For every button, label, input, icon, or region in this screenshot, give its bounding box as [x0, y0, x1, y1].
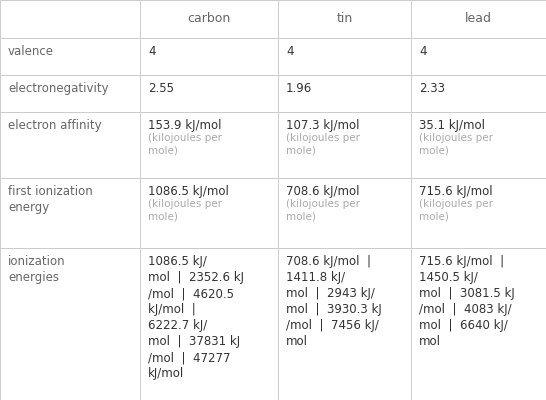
- Bar: [411, 248, 546, 400]
- Text: (kilojoules per
mole): (kilojoules per mole): [148, 133, 222, 155]
- Text: electron affinity: electron affinity: [8, 119, 102, 132]
- Text: 708.6 kJ/mol: 708.6 kJ/mol: [286, 185, 359, 198]
- Bar: [0, 0, 140, 38]
- Text: tin: tin: [336, 12, 353, 26]
- Text: (kilojoules per
mole): (kilojoules per mole): [286, 199, 360, 222]
- Bar: [278, 112, 411, 178]
- Bar: [278, 178, 411, 248]
- Text: (kilojoules per
mole): (kilojoules per mole): [148, 199, 222, 222]
- Bar: [411, 0, 546, 38]
- Bar: [411, 112, 546, 178]
- Text: (kilojoules per
mole): (kilojoules per mole): [419, 133, 493, 155]
- Text: 715.6 kJ/mol: 715.6 kJ/mol: [419, 185, 492, 198]
- Bar: [140, 0, 278, 38]
- Text: 1086.5 kJ/
mol  |  2352.6 kJ
/mol  |  4620.5
kJ/mol  |
6222.7 kJ/
mol  |  37831 : 1086.5 kJ/ mol | 2352.6 kJ /mol | 4620.5…: [148, 255, 244, 380]
- Bar: [278, 0, 411, 38]
- Text: 1086.5 kJ/mol: 1086.5 kJ/mol: [148, 185, 229, 198]
- Text: 4: 4: [286, 45, 294, 58]
- Bar: [0, 75, 140, 112]
- Bar: [140, 38, 278, 75]
- Bar: [411, 75, 546, 112]
- Text: electronegativity: electronegativity: [8, 82, 109, 95]
- Text: (kilojoules per
mole): (kilojoules per mole): [286, 133, 360, 155]
- Text: 4: 4: [419, 45, 426, 58]
- Text: lead: lead: [465, 12, 492, 26]
- Text: (kilojoules per
mole): (kilojoules per mole): [419, 199, 493, 222]
- Bar: [0, 112, 140, 178]
- Text: 35.1 kJ/mol: 35.1 kJ/mol: [419, 119, 485, 132]
- Bar: [140, 178, 278, 248]
- Text: ionization
energies: ionization energies: [8, 255, 66, 284]
- Bar: [140, 112, 278, 178]
- Text: 107.3 kJ/mol: 107.3 kJ/mol: [286, 119, 359, 132]
- Text: 2.33: 2.33: [419, 82, 445, 95]
- Bar: [278, 75, 411, 112]
- Bar: [0, 178, 140, 248]
- Text: 708.6 kJ/mol  |
1411.8 kJ/
mol  |  2943 kJ/
mol  |  3930.3 kJ
/mol  |  7456 kJ/
: 708.6 kJ/mol | 1411.8 kJ/ mol | 2943 kJ/…: [286, 255, 382, 348]
- Text: valence: valence: [8, 45, 54, 58]
- Bar: [411, 38, 546, 75]
- Bar: [411, 178, 546, 248]
- Text: 2.55: 2.55: [148, 82, 174, 95]
- Text: 4: 4: [148, 45, 156, 58]
- Text: first ionization
energy: first ionization energy: [8, 185, 93, 214]
- Text: 715.6 kJ/mol  |
1450.5 kJ/
mol  |  3081.5 kJ
/mol  |  4083 kJ/
mol  |  6640 kJ/
: 715.6 kJ/mol | 1450.5 kJ/ mol | 3081.5 k…: [419, 255, 515, 348]
- Bar: [0, 38, 140, 75]
- Bar: [140, 75, 278, 112]
- Text: 1.96: 1.96: [286, 82, 312, 95]
- Text: 153.9 kJ/mol: 153.9 kJ/mol: [148, 119, 222, 132]
- Bar: [140, 248, 278, 400]
- Bar: [0, 248, 140, 400]
- Text: carbon: carbon: [187, 12, 230, 26]
- Bar: [278, 38, 411, 75]
- Bar: [278, 248, 411, 400]
